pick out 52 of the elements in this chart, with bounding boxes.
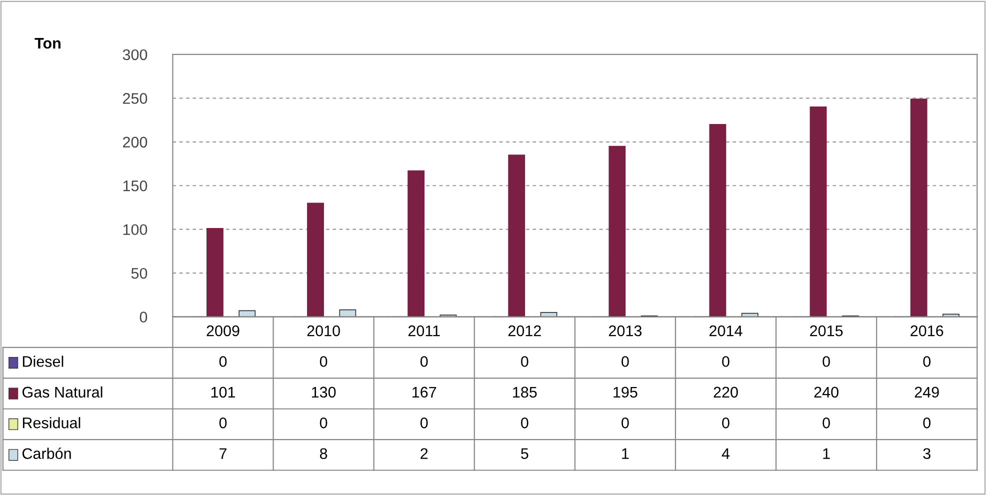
data-label: 0 xyxy=(923,356,931,367)
data-label: 5 xyxy=(521,448,528,460)
data-label: 185 xyxy=(513,386,537,398)
data-label: 0 xyxy=(420,418,428,428)
data-label: 0 xyxy=(923,418,931,428)
data-label: 130 xyxy=(312,386,336,398)
data-label: 167 xyxy=(412,386,436,398)
data-label: 0 xyxy=(219,418,227,428)
x-tick-label: 2016 xyxy=(910,325,944,336)
data-label: 0 xyxy=(320,418,328,428)
data-label: 240 xyxy=(814,386,838,398)
data-label: 0 xyxy=(822,418,830,428)
y-tick-label: 100 xyxy=(123,224,148,236)
x-tick-label: 2010 xyxy=(307,325,340,336)
data-label: 3 xyxy=(923,448,930,460)
data-label: 0 xyxy=(622,418,629,428)
data-label: 0 xyxy=(420,356,428,367)
legend-label: Carbón xyxy=(22,448,71,460)
y-tick-label: 250 xyxy=(123,93,148,104)
x-tick-label: 2012 xyxy=(508,325,541,336)
data-label: 0 xyxy=(320,356,328,367)
y-tick-label: 50 xyxy=(131,268,148,279)
data-label: 249 xyxy=(914,386,939,398)
data-label: 0 xyxy=(521,356,528,367)
data-label: 0 xyxy=(622,356,629,367)
data-label: 0 xyxy=(219,356,227,367)
y-tick-label: 0 xyxy=(140,312,148,322)
data-label: 1 xyxy=(622,448,629,459)
data-label: 7 xyxy=(220,448,226,459)
legend-label: Residual xyxy=(22,417,80,428)
x-tick-label: 2009 xyxy=(206,325,240,336)
y-tick-label: 150 xyxy=(123,180,148,192)
data-label: 8 xyxy=(320,448,328,460)
x-tick-label: 2013 xyxy=(608,325,642,336)
data-label: 0 xyxy=(722,356,730,367)
data-label: 220 xyxy=(714,386,738,398)
legend-label: Diesel xyxy=(22,356,64,367)
y-axis-title: Ton xyxy=(34,38,60,49)
x-tick-label: 2015 xyxy=(810,325,843,336)
data-label: 0 xyxy=(722,418,730,428)
data-label: 4 xyxy=(722,448,730,459)
y-tick-label: 200 xyxy=(123,136,148,148)
data-label: 0 xyxy=(521,418,528,428)
data-label: 2 xyxy=(420,448,428,459)
data-label: 0 xyxy=(822,356,830,367)
y-tick-label: 300 xyxy=(122,49,148,60)
data-label: 195 xyxy=(614,386,638,398)
x-tick-label: 2011 xyxy=(408,325,440,336)
data-label: 1 xyxy=(823,448,830,459)
data-label: 101 xyxy=(211,386,235,398)
x-tick-label: 2014 xyxy=(710,325,742,336)
legend-label: Gas Natural xyxy=(22,386,102,398)
